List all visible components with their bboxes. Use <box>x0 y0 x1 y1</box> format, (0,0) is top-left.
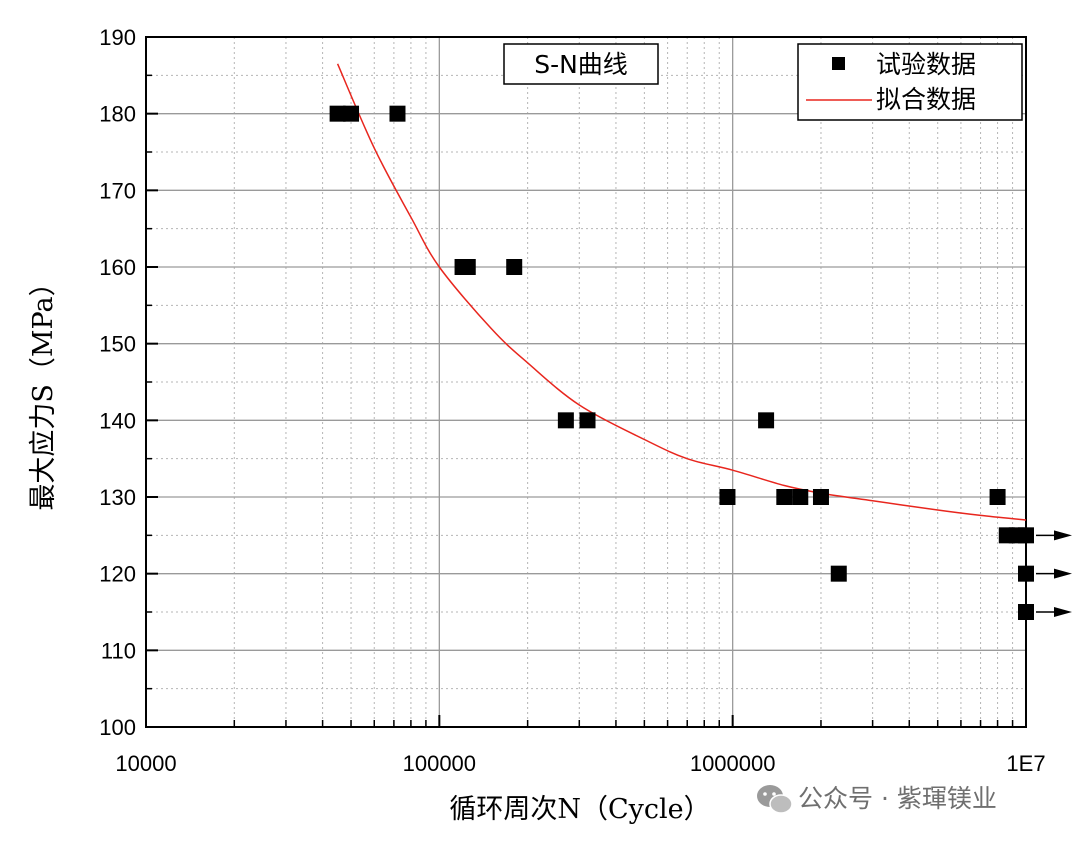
watermark-text: 公众号 · 紫琿镁业 <box>798 784 997 813</box>
data-point <box>343 105 360 122</box>
y-tick-label: 140 <box>99 408 136 433</box>
y-tick-label: 100 <box>99 715 136 740</box>
data-point <box>1018 604 1034 620</box>
legend-label-test-data: 试验数据 <box>876 50 976 79</box>
legend-label-fit-data: 拟合数据 <box>876 85 976 114</box>
data-point <box>329 105 346 122</box>
data-point <box>1018 527 1034 544</box>
data-point <box>812 489 829 505</box>
data-points-layer <box>329 105 1034 620</box>
x-tick-label: 1000000 <box>690 751 776 776</box>
chart-title-box: S-N曲线 <box>503 43 659 85</box>
y-tick-label: 170 <box>99 178 136 203</box>
data-point <box>776 489 793 505</box>
y-tick-label: 110 <box>101 638 136 663</box>
x-axis-label: 循环周次N（Cycle） <box>449 794 710 825</box>
watermark: 公众号 · 紫琿镁业 <box>757 784 997 814</box>
data-point <box>579 412 596 429</box>
data-point <box>989 489 1006 505</box>
data-point <box>557 412 574 429</box>
y-tick-label: 120 <box>99 562 136 587</box>
legend: 试验数据 拟合数据 <box>797 43 1023 121</box>
runout-arrow-head <box>1054 568 1072 579</box>
fit-curve-line <box>336 63 1027 521</box>
data-point <box>506 259 523 275</box>
y-tick-label: 130 <box>99 485 136 510</box>
legend-marker-square <box>832 57 845 70</box>
runout-arrow <box>1036 607 1072 617</box>
runout-arrow <box>1036 530 1072 541</box>
runout-arrow-head <box>1054 607 1072 617</box>
data-point <box>830 565 847 582</box>
chart-title: S-N曲线 <box>534 50 628 79</box>
x-tick-label: 100000 <box>403 751 476 776</box>
data-point <box>389 105 406 122</box>
grid-layer <box>145 36 1027 728</box>
runout-arrows-layer <box>1036 530 1072 617</box>
data-point <box>758 412 775 429</box>
wechat-icon <box>757 785 793 814</box>
data-point <box>1018 565 1034 582</box>
data-point <box>719 489 736 505</box>
runout-arrow-head <box>1054 530 1072 541</box>
chart-title-frame <box>503 43 659 85</box>
fit-curve-layer <box>336 63 1027 521</box>
x-tick-label: 1E7 <box>1006 751 1045 776</box>
runout-arrow <box>1036 568 1072 579</box>
data-point <box>792 489 809 505</box>
legend-frame <box>797 43 1023 121</box>
axis-ticks-layer <box>145 36 1027 728</box>
tick-labels-layer: 10000 100000 1000000 1E7 100 110 120 130 140 150 1… <box>99 25 1045 776</box>
data-point <box>459 259 476 275</box>
x-tick-label: 10000 <box>115 751 176 776</box>
y-tick-label: 190 <box>99 25 136 50</box>
y-tick-label: 180 <box>99 102 136 127</box>
y-axis-label: 最大应力S（MPa） <box>28 269 59 510</box>
y-tick-label: 150 <box>99 332 136 357</box>
y-tick-label: 160 <box>99 255 136 280</box>
